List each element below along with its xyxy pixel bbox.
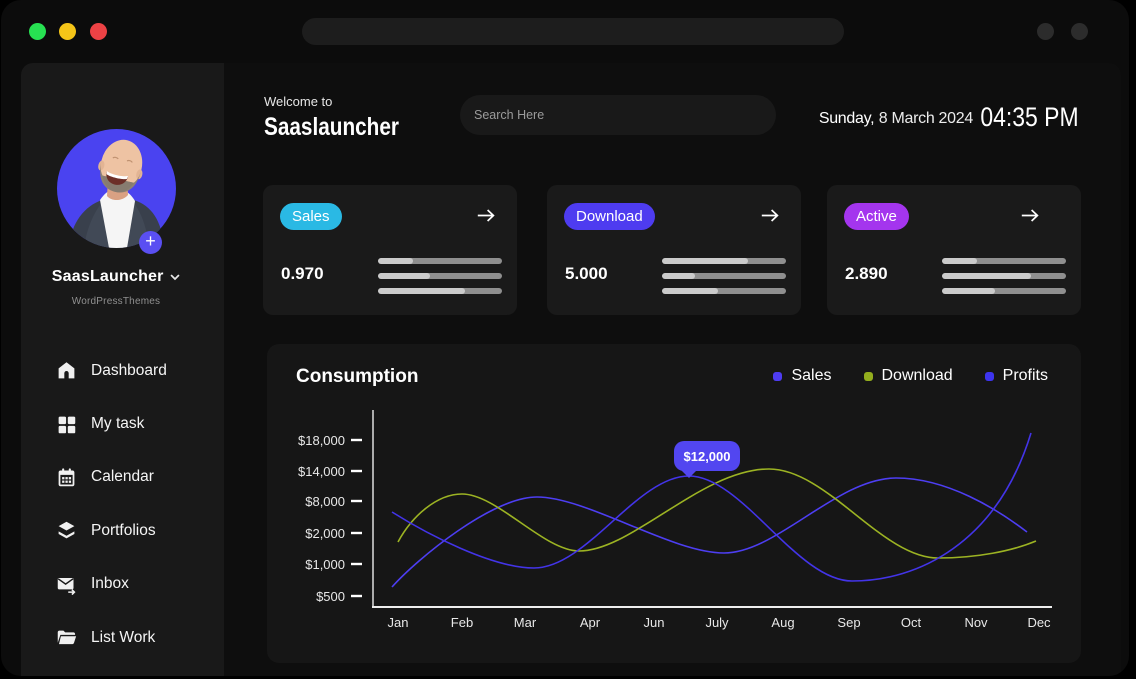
svg-text:Sep: Sep: [837, 615, 860, 630]
svg-text:July: July: [705, 615, 729, 630]
svg-text:Oct: Oct: [901, 615, 922, 630]
svg-text:Apr: Apr: [580, 615, 601, 630]
svg-text:$14,000: $14,000: [298, 464, 345, 479]
svg-text:$2,000: $2,000: [305, 526, 345, 541]
svg-text:$12,000: $12,000: [684, 449, 731, 464]
svg-text:$1,000: $1,000: [305, 557, 345, 572]
svg-text:Mar: Mar: [514, 615, 537, 630]
svg-text:Jan: Jan: [388, 615, 409, 630]
svg-text:$18,000: $18,000: [298, 433, 345, 448]
svg-text:Dec: Dec: [1027, 615, 1051, 630]
svg-text:Nov: Nov: [964, 615, 988, 630]
svg-text:Aug: Aug: [771, 615, 794, 630]
svg-text:$500: $500: [316, 589, 345, 604]
svg-text:Jun: Jun: [644, 615, 665, 630]
svg-text:$8,000: $8,000: [305, 494, 345, 509]
svg-text:Feb: Feb: [451, 615, 473, 630]
